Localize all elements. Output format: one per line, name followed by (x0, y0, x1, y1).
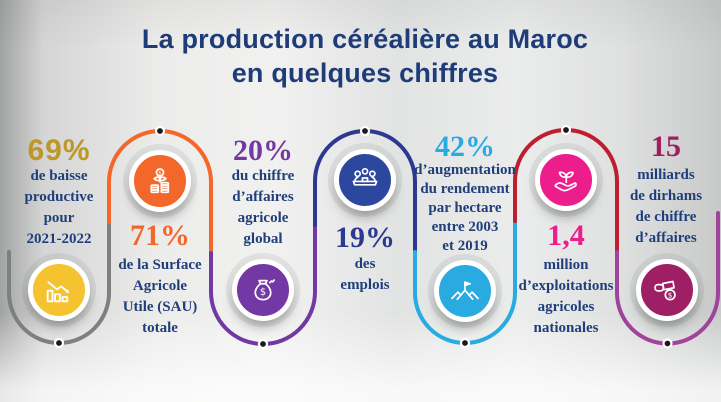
money-bag-icon: $ (254, 279, 276, 301)
title-line-1: La production céréalière au Maroc (141, 24, 589, 54)
meeting-badge (334, 149, 396, 211)
stat-value-69: 69% (27, 134, 91, 167)
money-plant-badge: $ (129, 150, 191, 212)
stat-value-42: 42% (435, 130, 495, 163)
meeting-people-icon (352, 167, 378, 186)
hand-money-icon: $ (654, 280, 676, 301)
mountain-flag-badge (434, 260, 496, 322)
money-plant-icon: $ (150, 168, 170, 194)
stat-desc-20: du chiffre d’affaires agricole global (231, 168, 295, 247)
stat-value-15: 15 (651, 130, 681, 163)
node-dot (662, 338, 673, 349)
hand-seedling-badge (535, 149, 597, 211)
declining-chart-badge (28, 259, 90, 321)
infographic-title: La production céréalière au Maroc en que… (65, 22, 665, 90)
title-line-2: en quelques chiffres (231, 58, 499, 88)
stat-value-71: 71% (130, 219, 190, 252)
stat-value-20: 20% (233, 134, 293, 167)
node-dot (257, 338, 269, 350)
node-dot (53, 337, 65, 349)
mountain-flag-icon (451, 281, 479, 301)
stat-desc-69: de baisse productive pour 2021-2022 (24, 168, 94, 247)
hand-money-badge: $ (636, 259, 698, 321)
node-dot (560, 124, 572, 136)
stat-desc-42: d’augmentation du rendement par hectare … (414, 162, 516, 254)
svg-text:$: $ (158, 170, 161, 176)
hand-seedling-icon (554, 171, 577, 192)
money-bag-badge: $ (232, 259, 294, 321)
stat-value-14: 1,4 (547, 219, 585, 252)
node-dot (359, 125, 371, 137)
stat-desc-71: de la Surface Agricole Utile (SAU) total… (118, 257, 202, 336)
stat-desc-14: million d’exploitations agricoles nation… (518, 257, 614, 336)
declining-bar-chart-icon (46, 281, 70, 303)
svg-text:$: $ (260, 287, 266, 298)
node-dot (154, 125, 166, 137)
stat-value-19: 19% (335, 221, 395, 254)
stat-desc-19: des emplois (340, 256, 390, 293)
svg-text:$: $ (668, 291, 673, 300)
node-dot (459, 337, 471, 349)
stat-desc-15: milliards de dirhams de chiffre d’affair… (629, 167, 703, 246)
